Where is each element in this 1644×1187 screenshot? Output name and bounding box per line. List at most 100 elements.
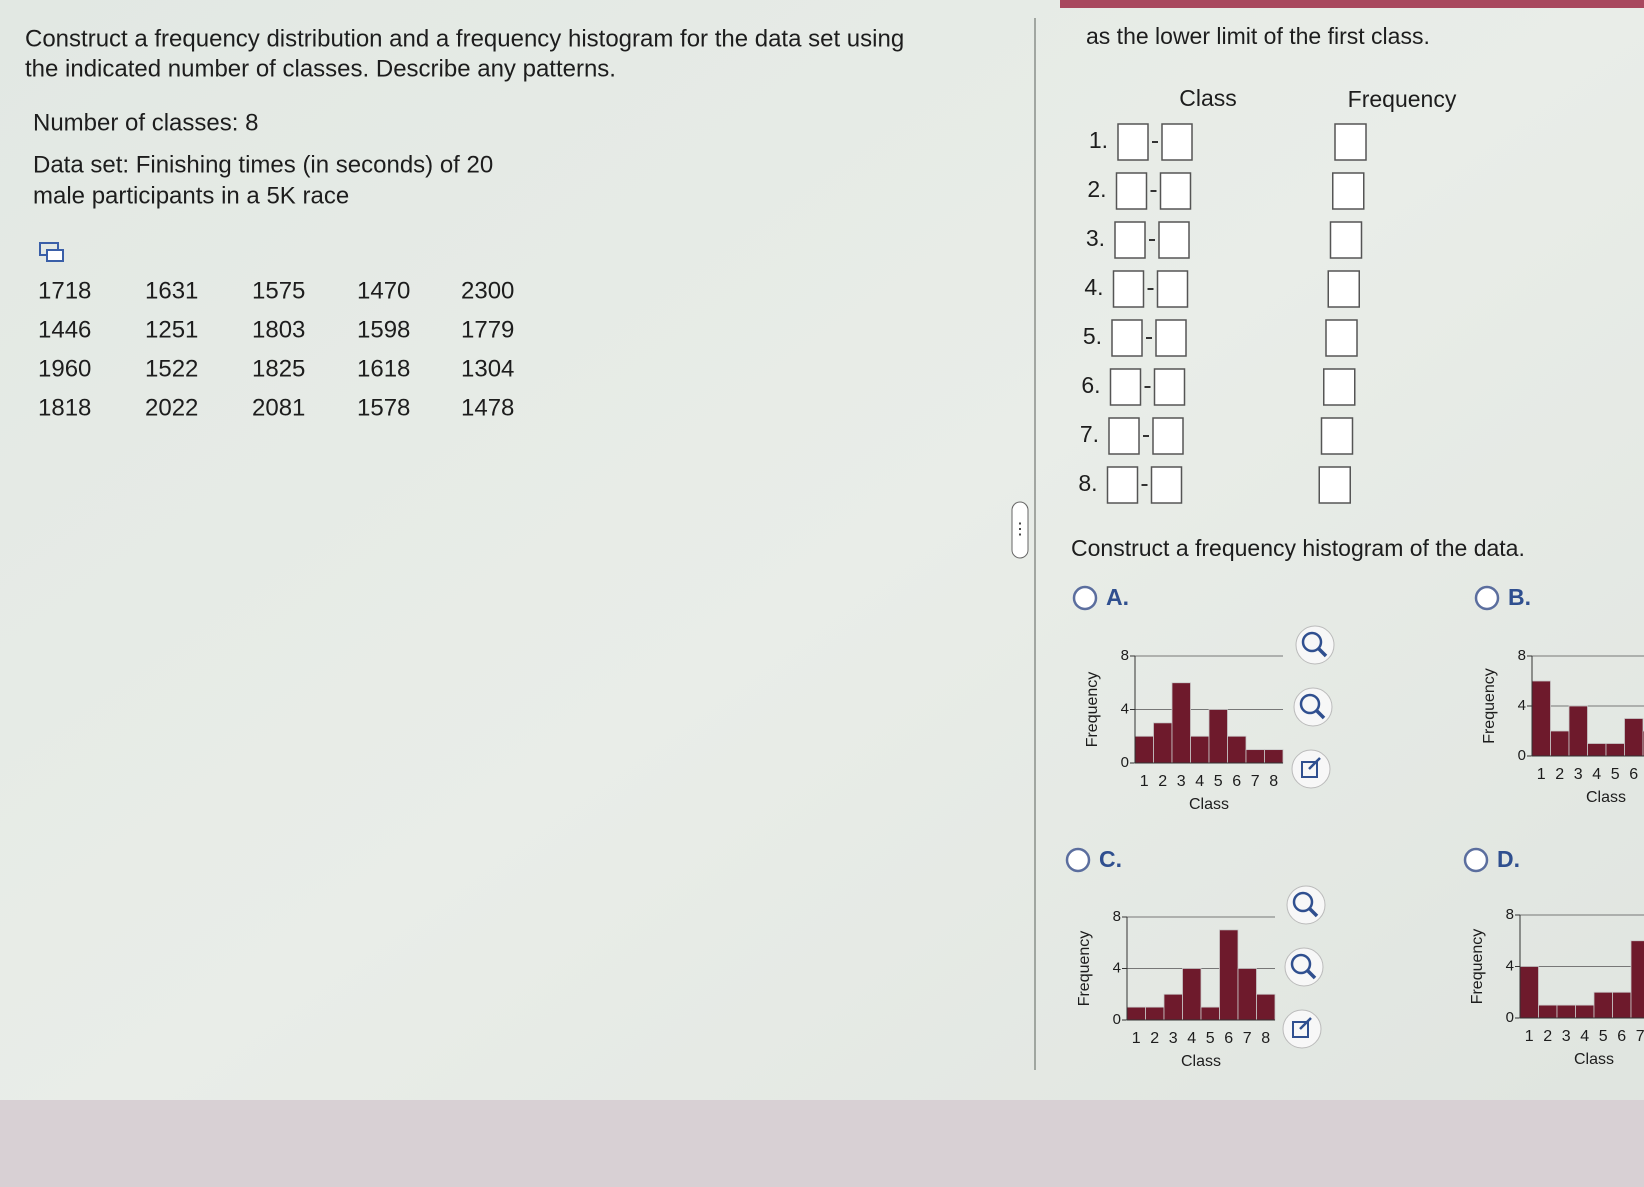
- upper-limit-input[interactable]: [1155, 319, 1187, 357]
- data-value: 1779: [461, 316, 514, 343]
- x-tick-label: 5: [1214, 773, 1223, 790]
- option-label: B.: [1508, 584, 1531, 610]
- upper-limit-input[interactable]: [1152, 417, 1184, 455]
- x-tick-label: 7: [1636, 1028, 1644, 1045]
- frequency-input[interactable]: [1323, 368, 1356, 406]
- lower-limit-input[interactable]: [1117, 123, 1149, 161]
- x-tick-label: 2: [1555, 766, 1564, 783]
- lower-limit-input[interactable]: [1115, 172, 1148, 210]
- zoom-out-button[interactable]: [1284, 947, 1324, 987]
- radio-button[interactable]: [1065, 847, 1091, 873]
- y-axis-label: Frequency: [1481, 668, 1498, 744]
- data-value: 1522: [145, 355, 198, 382]
- data-value: 1478: [461, 394, 514, 421]
- radio-button[interactable]: [1474, 585, 1500, 611]
- upper-limit-input[interactable]: [1156, 270, 1189, 308]
- y-tick-label: 8: [1121, 647, 1129, 664]
- row-label: 5.: [1083, 323, 1102, 349]
- x-tick-label: 4: [1195, 773, 1204, 790]
- x-tick-label: 2: [1543, 1028, 1552, 1045]
- upper-limit-input[interactable]: [1161, 123, 1193, 161]
- y-tick-label: 8: [1518, 647, 1526, 664]
- x-tick-label: 8: [1269, 773, 1278, 790]
- data-value: 1575: [252, 277, 305, 304]
- x-axis-label: Class: [1189, 796, 1229, 813]
- x-tick-label: 6: [1629, 766, 1638, 783]
- radio-button[interactable]: [1463, 847, 1489, 873]
- open-window-button[interactable]: [1291, 749, 1331, 789]
- upper-limit-input[interactable]: [1158, 221, 1190, 259]
- dataset-label: Data set: Finishing times (in seconds) o…: [33, 151, 493, 178]
- bottom-strip: [0, 1100, 1644, 1187]
- frequency-input[interactable]: [1327, 270, 1360, 308]
- bar: [1182, 968, 1202, 1021]
- dataset-label: male participants in a 5K race: [33, 182, 349, 209]
- lower-limit-input[interactable]: [1109, 368, 1142, 406]
- data-value: 1618: [357, 355, 410, 382]
- zoom-out-handle: [1306, 969, 1317, 980]
- lower-limit-input[interactable]: [1108, 417, 1140, 455]
- data-value: 1818: [38, 394, 91, 421]
- lower-limit-input[interactable]: [1114, 221, 1146, 259]
- upper-limit-input[interactable]: [1159, 172, 1192, 210]
- bar: [1237, 968, 1257, 1021]
- x-tick-label: 6: [1232, 773, 1241, 790]
- y-tick-label: 0: [1121, 754, 1129, 771]
- zoom-out-button[interactable]: [1293, 687, 1333, 727]
- lower-limit-input[interactable]: [1112, 270, 1145, 308]
- data-value: 1960: [38, 355, 91, 382]
- x-tick-label: 4: [1187, 1030, 1196, 1047]
- frequency-input[interactable]: [1320, 417, 1354, 455]
- y-tick-label: 8: [1506, 906, 1514, 923]
- bar: [1171, 682, 1191, 764]
- y-axis-label: Frequency: [1084, 672, 1101, 748]
- data-value: 2022: [145, 394, 198, 421]
- x-tick-label: 3: [1574, 766, 1583, 783]
- frequency-input[interactable]: [1329, 221, 1363, 259]
- bar: [1200, 1006, 1220, 1021]
- bar: [1538, 1004, 1558, 1019]
- bar: [1190, 735, 1210, 764]
- x-tick-label: 7: [1251, 773, 1260, 790]
- data-value: 2300: [461, 277, 514, 304]
- resize-handle[interactable]: [1011, 501, 1029, 559]
- y-tick-label: 4: [1113, 959, 1121, 976]
- frequency-input[interactable]: [1318, 466, 1351, 504]
- lower-limit-input[interactable]: [1111, 319, 1143, 357]
- open-window-icon: [1301, 761, 1318, 778]
- row-label: 8.: [1078, 470, 1097, 496]
- radio-button[interactable]: [1072, 585, 1098, 611]
- open-window-button[interactable]: [1282, 1009, 1322, 1049]
- x-axis-label: Class: [1181, 1053, 1221, 1070]
- x-tick-label: 1: [1537, 766, 1546, 783]
- bar: [1575, 1004, 1595, 1019]
- row-label: 1.: [1089, 127, 1108, 153]
- data-value: 1446: [38, 316, 91, 343]
- bar: [1519, 966, 1539, 1019]
- data-value: 2081: [252, 394, 305, 421]
- x-tick-label: 7: [1243, 1030, 1252, 1047]
- zoom-in-button[interactable]: [1286, 885, 1326, 925]
- copy-icon-front: [46, 249, 64, 262]
- frequency-header: Frequency: [1348, 86, 1457, 112]
- bar: [1556, 1004, 1576, 1019]
- bar: [1612, 991, 1632, 1019]
- option-label: D.: [1497, 846, 1520, 872]
- x-tick-label: 5: [1599, 1028, 1608, 1045]
- data-value: 1470: [357, 277, 410, 304]
- x-tick-label: 8: [1261, 1030, 1270, 1047]
- frequency-input[interactable]: [1332, 172, 1365, 210]
- frequency-input[interactable]: [1325, 319, 1358, 357]
- prompt-line: the indicated number of classes. Describ…: [25, 55, 616, 82]
- bar: [1587, 743, 1607, 757]
- frequency-input[interactable]: [1334, 123, 1367, 161]
- y-tick-label: 4: [1506, 957, 1514, 974]
- upper-limit-input[interactable]: [1153, 368, 1186, 406]
- upper-limit-input[interactable]: [1150, 466, 1183, 504]
- bar: [1593, 991, 1613, 1019]
- prompt-line: Construct a frequency distribution and a…: [25, 25, 904, 52]
- zoom-in-button[interactable]: [1295, 625, 1335, 665]
- lower-limit-input[interactable]: [1106, 466, 1139, 504]
- y-tick-label: 4: [1121, 700, 1129, 717]
